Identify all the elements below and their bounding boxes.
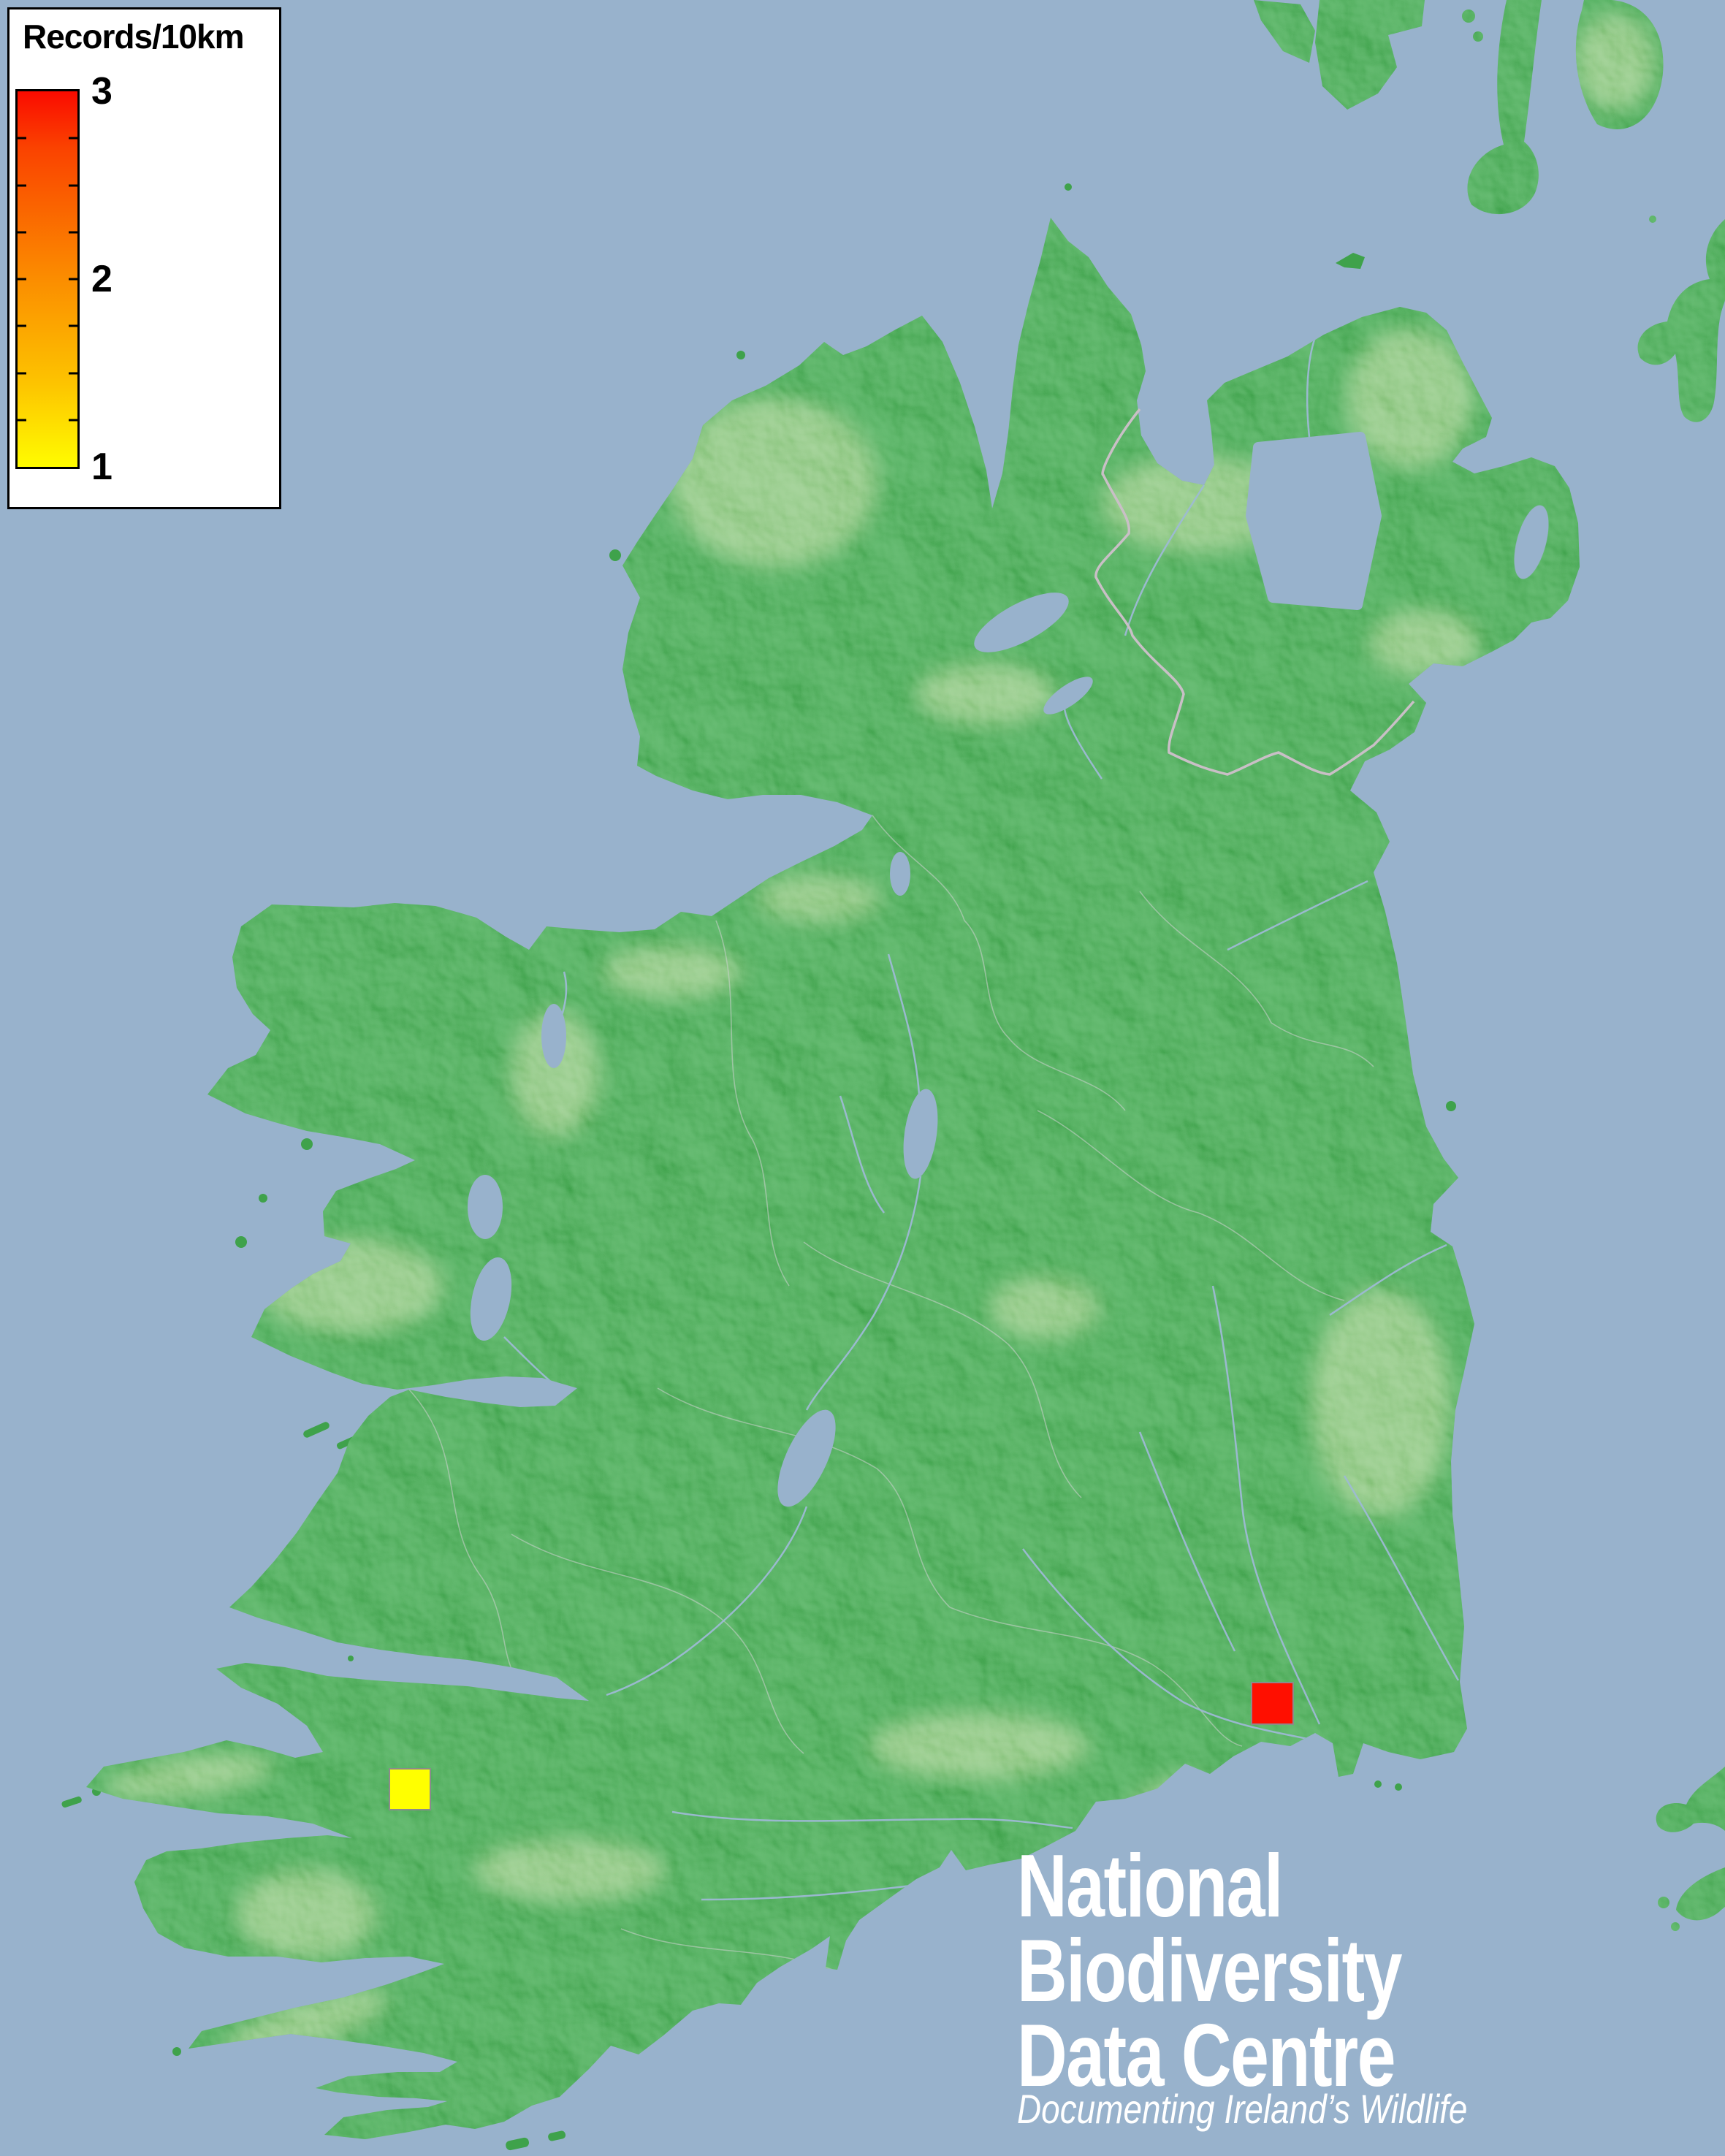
- legend-minor-tick: [18, 137, 26, 140]
- legend-minor-tick: [18, 184, 26, 186]
- legend-minor-tick: [18, 231, 26, 234]
- logo-line-2: Biodiversity: [1017, 1921, 1403, 2020]
- legend-minor-tick: [18, 372, 26, 374]
- northern-ireland-border: [1094, 408, 1415, 776]
- grid-cell-marker[interactable]: [1251, 1682, 1294, 1725]
- legend-minor-tick: [69, 324, 77, 327]
- legend-minor-tick: [69, 137, 77, 140]
- logo-line-1: National: [1017, 1836, 1283, 1935]
- legend-panel: Records/10km 3 2 1: [7, 7, 281, 509]
- legend-minor-tick: [18, 419, 26, 422]
- legend-minor-tick: [69, 372, 77, 374]
- legend-label-mid: 2: [91, 258, 113, 300]
- legend-minor-tick: [69, 231, 77, 234]
- lakes: [1246, 432, 1382, 610]
- grid-cell-marker[interactable]: [389, 1768, 431, 1810]
- legend-label-max: 3: [91, 70, 113, 113]
- logo-tagline: Documenting Ireland’s Wildlife: [1017, 2086, 1468, 2132]
- legend-gradient-bar: [15, 89, 80, 469]
- legend-minor-tick: [69, 278, 77, 281]
- county-boundaries: [408, 815, 1374, 1973]
- legend-minor-tick: [18, 278, 26, 281]
- legend-minor-tick: [69, 184, 77, 186]
- legend-title: Records/10km: [23, 18, 244, 56]
- legend-minor-tick: [18, 324, 26, 327]
- logo-line-3: Data Centre: [1017, 2005, 1396, 2105]
- legend-label-min: 1: [91, 446, 113, 488]
- lakes-small: [468, 505, 1549, 1507]
- legend-minor-tick: [69, 419, 77, 422]
